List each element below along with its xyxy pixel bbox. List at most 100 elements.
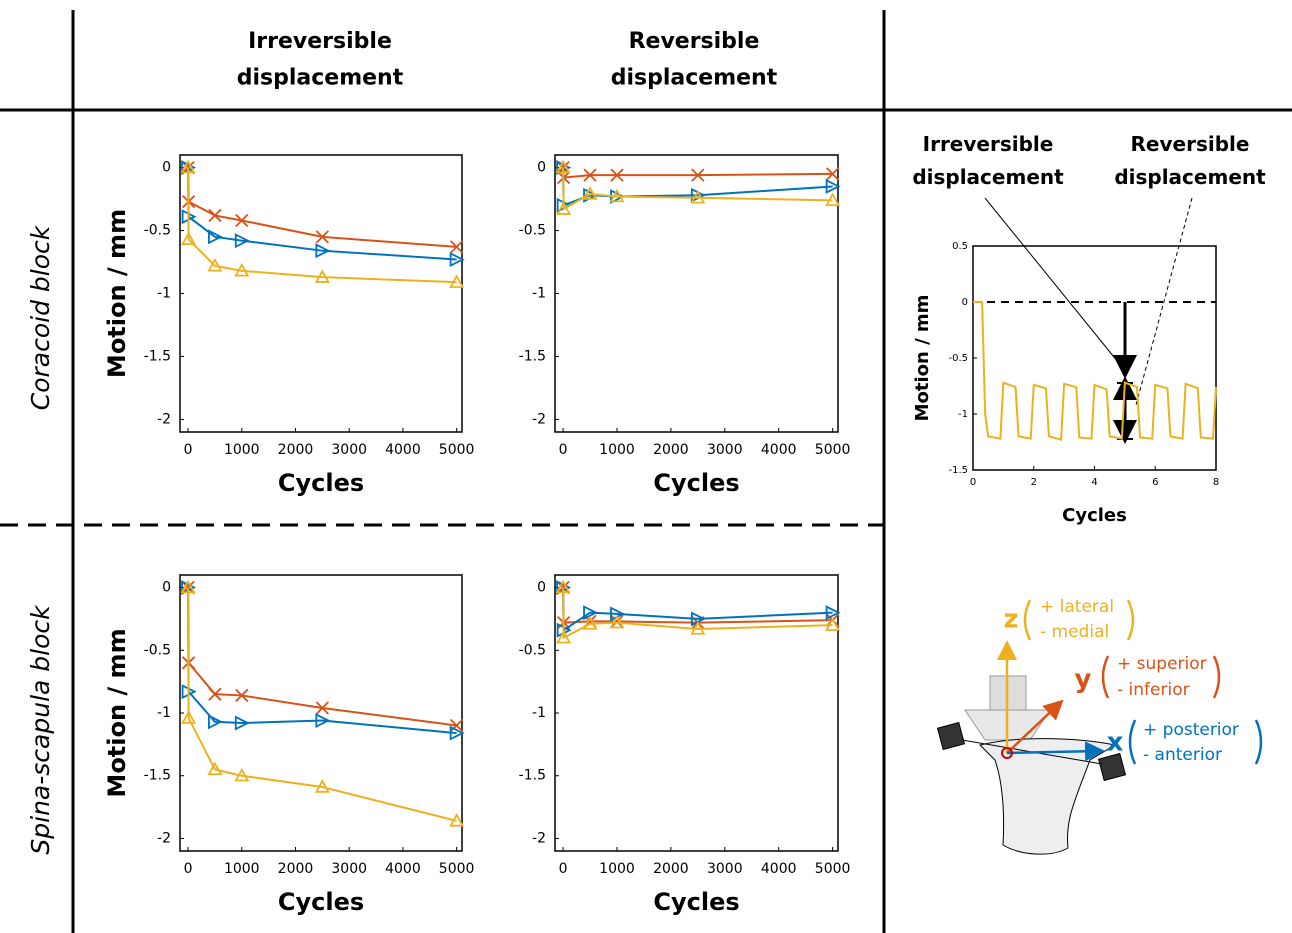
y-tick-label: -1.5 <box>144 348 171 364</box>
series-line <box>973 301 1217 442</box>
plot-frame <box>554 574 839 852</box>
y-tick-label: -1 <box>532 286 546 302</box>
data-point <box>180 159 196 174</box>
annotation: Reversible displacement <box>1114 132 1266 189</box>
x-tick-label: 3000 <box>331 861 367 877</box>
x-axis-label: Cycles <box>278 469 364 497</box>
data-point <box>315 701 329 715</box>
y-tick-label: -0.5 <box>519 642 546 658</box>
series-line <box>562 587 833 624</box>
data-point <box>315 243 331 259</box>
data-point <box>556 201 572 215</box>
data-point <box>583 168 597 182</box>
data-point <box>609 188 625 203</box>
data-point <box>825 192 841 207</box>
data-point <box>825 617 841 631</box>
data-point <box>691 168 705 182</box>
row-label: Spina-scapula block <box>26 604 55 855</box>
y-tick-label: -1 <box>958 409 968 420</box>
plot-frame <box>972 245 1217 471</box>
data-point <box>181 710 197 724</box>
data-point <box>582 186 598 200</box>
y-tick-label: -2 <box>157 411 171 427</box>
axis-direction: - inferior <box>1117 680 1190 700</box>
axis-direction: - medial <box>1040 622 1109 642</box>
data-point <box>582 616 598 630</box>
x-tick-label: 5000 <box>439 861 475 877</box>
data-point <box>208 229 223 245</box>
data-point <box>825 179 841 194</box>
x-tick-label: 5000 <box>815 442 851 458</box>
series-line <box>187 167 457 284</box>
axis-name: y <box>1075 665 1092 695</box>
x-axis-label: Cycles <box>653 888 739 916</box>
data-point <box>825 167 840 181</box>
x-tick-label: 0 <box>559 861 568 877</box>
data-point <box>610 168 624 182</box>
data-point <box>208 208 222 223</box>
data-point <box>449 813 465 827</box>
y-tick-label: -1.5 <box>144 768 171 784</box>
plot-frame <box>179 574 463 852</box>
data-point <box>314 269 330 283</box>
y-tick-label: -1 <box>157 286 171 302</box>
data-point <box>235 688 249 703</box>
plot-frame <box>179 154 463 433</box>
x-tick-label: 2000 <box>278 442 314 458</box>
x-tick-label: 0 <box>184 861 193 877</box>
x-tick-label: 1000 <box>224 442 260 458</box>
data-point <box>207 761 223 776</box>
x-tick-label: 1000 <box>599 861 635 877</box>
column-header: Reversible displacement <box>611 29 778 90</box>
data-point <box>208 714 223 730</box>
series-line <box>562 587 833 640</box>
data-point <box>235 213 249 228</box>
x-tick-label: 4000 <box>385 442 421 458</box>
x-tick-label: 8 <box>1213 477 1219 488</box>
data-point <box>180 579 196 594</box>
data-point <box>234 767 250 782</box>
data-point <box>449 240 464 254</box>
y-tick-label: -1.5 <box>948 465 968 476</box>
y-tick-label: 0 <box>162 580 171 596</box>
y-tick-label: -2 <box>532 830 546 846</box>
x-axis-label: Cycles <box>278 888 364 916</box>
data-point <box>449 718 464 733</box>
x-tick-label: 3000 <box>707 442 743 458</box>
x-tick-label: 2000 <box>278 861 314 877</box>
x-tick-label: 2000 <box>653 861 689 877</box>
y-tick-label: -1.5 <box>519 348 546 364</box>
data-point <box>555 159 571 174</box>
series-line <box>187 587 457 822</box>
y-axis-label: Motion / mm <box>912 295 933 422</box>
data-point <box>181 231 197 246</box>
y-tick-label: 0 <box>537 580 546 596</box>
data-point <box>314 779 330 793</box>
axis-direction: + superior <box>1117 654 1207 674</box>
y-tick-label: 0.5 <box>952 241 968 252</box>
axis-direction: + lateral <box>1040 597 1114 617</box>
x-tick-label: 2000 <box>653 442 689 458</box>
x-tick-label: 0 <box>184 442 193 458</box>
data-point <box>234 262 250 277</box>
data-point <box>234 233 250 249</box>
x-axis-label: Cycles <box>1062 505 1127 526</box>
y-tick-label: -2 <box>157 830 171 846</box>
data-point <box>208 687 222 701</box>
y-tick-label: -2 <box>532 411 546 427</box>
x-tick-label: 4000 <box>761 442 797 458</box>
column-header: Irreversible displacement <box>237 29 404 90</box>
data-point <box>690 621 706 635</box>
data-point <box>315 713 331 728</box>
data-point <box>583 605 599 621</box>
plot-frame <box>554 154 839 433</box>
series-line <box>187 167 457 261</box>
axis-direction: + posterior <box>1143 720 1239 740</box>
x-tick-label: 5000 <box>439 442 475 458</box>
y-tick-label: -0.5 <box>144 642 171 658</box>
y-tick-label: -1 <box>157 705 171 721</box>
series-line <box>187 587 457 735</box>
row-label: Coracoid block <box>26 224 55 410</box>
annotation: Irreversible displacement <box>912 132 1064 189</box>
